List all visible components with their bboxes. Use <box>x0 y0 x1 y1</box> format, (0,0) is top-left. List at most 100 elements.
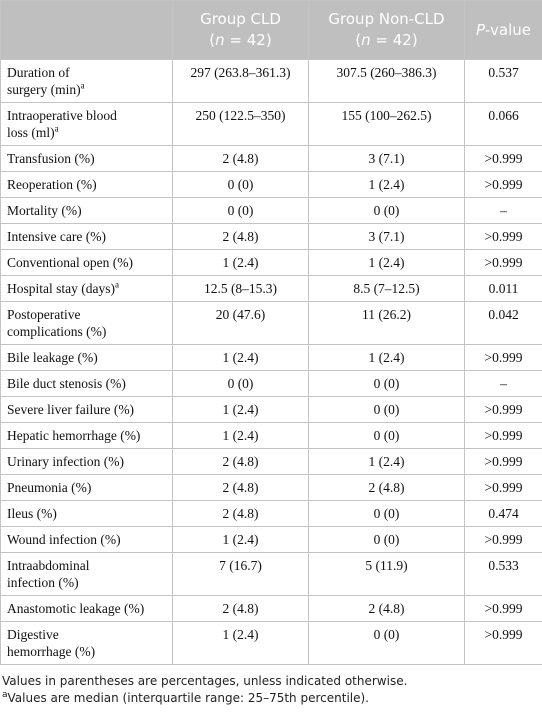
row-label: Anastomotic leakage (%) <box>0 595 173 622</box>
p-value: – <box>464 197 542 224</box>
label-text: Transfusion (%) <box>7 151 95 166</box>
non-cld-value: 0 (0) <box>308 500 465 527</box>
table-row: Reoperation (%) 0 (0) 1 (2.4) >0.999 <box>0 171 542 198</box>
label-text: Intraoperative blood <box>7 108 117 123</box>
cld-value: 1 (2.4) <box>172 526 309 553</box>
note-marker: a <box>54 123 59 134</box>
table-row: Hospital stay (days)a 12.5 (8–15.3) 8.5 (7… <box>0 275 542 302</box>
table-row: Pneumonia (%) 2 (4.8) 2 (4.8) >0.999 <box>0 474 542 501</box>
non-cld-value: 0 (0) <box>308 526 465 553</box>
label-text: Pneumonia (%) <box>7 480 92 495</box>
label-line: Hospital stay (days)a <box>7 280 166 297</box>
label-text: Bile duct stenosis (%) <box>7 376 126 391</box>
non-cld-value: 3 (7.1) <box>308 145 465 172</box>
row-label: Mortality (%) <box>0 197 173 224</box>
row-label: Intensive care (%) <box>0 223 173 250</box>
non-cld-value: 0 (0) <box>308 621 465 665</box>
label-text: Hospital stay (days) <box>7 281 115 296</box>
label-line: Digestive <box>7 626 166 643</box>
column-n: (n = 42) <box>315 30 458 51</box>
cld-value: 0 (0) <box>172 171 309 198</box>
header-blank <box>0 0 173 60</box>
p-value: 0.537 <box>464 59 542 103</box>
label-text: Severe liver failure (%) <box>7 402 135 417</box>
row-label: Digestive hemorrhage (%) <box>0 621 173 665</box>
table-body: Duration of surgery (min)a 297 (263.8–361.… <box>0 59 542 665</box>
label-text: Bile leakage (%) <box>7 350 98 365</box>
table-row: Severe liver failure (%) 1 (2.4) 0 (0) >0.9… <box>0 396 542 423</box>
row-label: Reoperation (%) <box>0 171 173 198</box>
label-line: hemorrhage (%) <box>7 643 166 660</box>
row-label: Hepatic hemorrhage (%) <box>0 422 173 449</box>
label-line: Reoperation (%) <box>7 176 166 193</box>
non-cld-value: 0 (0) <box>308 422 465 449</box>
label-text: complications (%) <box>7 324 107 339</box>
n-symbol: n <box>361 31 371 49</box>
cld-value: 2 (4.8) <box>172 223 309 250</box>
label-text: Reoperation (%) <box>7 177 97 192</box>
label-line: Conventional open (%) <box>7 254 166 271</box>
p-value: >0.999 <box>464 621 542 665</box>
table-row: Bile leakage (%) 1 (2.4) 1 (2.4) >0.999 <box>0 344 542 371</box>
row-label: Severe liver failure (%) <box>0 396 173 423</box>
non-cld-value: 11 (26.2) <box>308 301 465 345</box>
non-cld-value: 1 (2.4) <box>308 249 465 276</box>
label-line: surgery (min)a <box>7 81 166 98</box>
cld-value: 20 (47.6) <box>172 301 309 345</box>
row-label: Duration of surgery (min)a <box>0 59 173 103</box>
n-prefix: ( <box>355 31 362 49</box>
table-row: Ileus (%) 2 (4.8) 0 (0) 0.474 <box>0 500 542 527</box>
label-text: Mortality (%) <box>7 203 82 218</box>
column-n: (n = 42) <box>179 30 302 51</box>
label-line: Postoperative <box>7 306 166 323</box>
p-value: >0.999 <box>464 145 542 172</box>
header-row: Group CLD (n = 42) Group Non-CLD (n = 42) P-… <box>0 0 542 60</box>
p-value: >0.999 <box>464 595 542 622</box>
label-line: complications (%) <box>7 323 166 340</box>
label-line: Intraoperative blood <box>7 107 166 124</box>
non-cld-value: 1 (2.4) <box>308 344 465 371</box>
label-text: Duration of <box>7 65 70 80</box>
label-text: Postoperative <box>7 307 81 322</box>
table-row: Conventional open (%) 1 (2.4) 1 (2.4) >0.99… <box>0 249 542 276</box>
label-text: surgery (min) <box>7 82 81 97</box>
cld-value: 297 (263.8–361.3) <box>172 59 309 103</box>
p-value: 0.533 <box>464 552 542 596</box>
label-line: Wound infection (%) <box>7 531 166 548</box>
label-text: loss (ml) <box>7 125 55 140</box>
row-label: Intraabdominal infection (%) <box>0 552 173 596</box>
cld-value: 1 (2.4) <box>172 249 309 276</box>
table-row: Intraoperative blood loss (ml)a 250 (122.5… <box>0 102 542 146</box>
table-row: Anastomotic leakage (%) 2 (4.8) 2 (4.8) >0.… <box>0 595 542 622</box>
label-text: Intensive care (%) <box>7 229 106 244</box>
table-row: Mortality (%) 0 (0) 0 (0) – <box>0 197 542 224</box>
p-value: – <box>464 370 542 397</box>
row-label: Pneumonia (%) <box>0 474 173 501</box>
p-value: >0.999 <box>464 474 542 501</box>
p-symbol: P <box>475 20 486 39</box>
non-cld-value: 155 (100–262.5) <box>308 102 465 146</box>
footnotes: Values in parentheses are percentages, u… <box>0 665 542 707</box>
label-text: infection (%) <box>7 575 79 590</box>
n-suffix: = 42) <box>224 31 272 49</box>
cld-value: 1 (2.4) <box>172 396 309 423</box>
label-text: hemorrhage (%) <box>7 644 96 659</box>
cld-value: 12.5 (8–15.3) <box>172 275 309 302</box>
non-cld-value: 2 (4.8) <box>308 474 465 501</box>
label-text: Urinary infection (%) <box>7 454 124 469</box>
label-line: Mortality (%) <box>7 202 166 219</box>
p-value: 0.042 <box>464 301 542 345</box>
cld-value: 250 (122.5–350) <box>172 102 309 146</box>
row-label: Conventional open (%) <box>0 249 173 276</box>
footnote: aValues are median (interquartile range:… <box>2 690 540 707</box>
row-label: Hospital stay (days)a <box>0 275 173 302</box>
label-text: Ileus (%) <box>7 506 57 521</box>
label-line: Ileus (%) <box>7 505 166 522</box>
cld-value: 0 (0) <box>172 370 309 397</box>
table-row: Intraabdominal infection (%) 7 (16.7) 5 (11… <box>0 552 542 596</box>
table-row: Bile duct stenosis (%) 0 (0) 0 (0) – <box>0 370 542 397</box>
table-row: Urinary infection (%) 2 (4.8) 1 (2.4) >0.99… <box>0 448 542 475</box>
cld-value: 7 (16.7) <box>172 552 309 596</box>
column-header: Group CLD (n = 42) <box>172 0 309 60</box>
non-cld-value: 8.5 (7–12.5) <box>308 275 465 302</box>
